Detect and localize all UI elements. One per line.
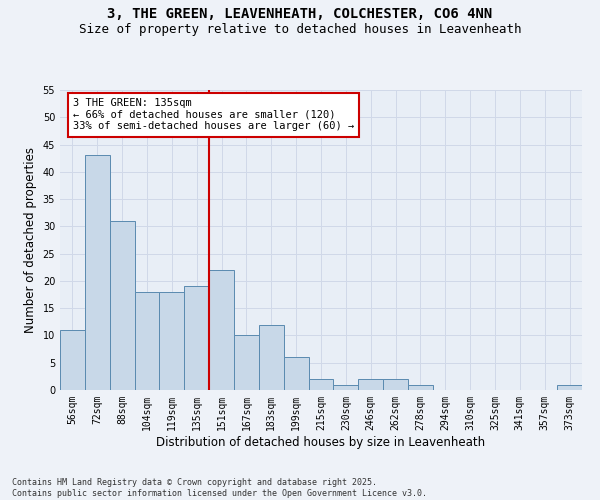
- Bar: [308, 379, 334, 390]
- Text: Contains HM Land Registry data © Crown copyright and database right 2025.
Contai: Contains HM Land Registry data © Crown c…: [12, 478, 427, 498]
- Text: 3, THE GREEN, LEAVENHEATH, COLCHESTER, CO6 4NN: 3, THE GREEN, LEAVENHEATH, COLCHESTER, C…: [107, 8, 493, 22]
- Bar: [134, 292, 160, 390]
- Text: Size of property relative to detached houses in Leavenheath: Size of property relative to detached ho…: [79, 22, 521, 36]
- Bar: [234, 336, 259, 390]
- Bar: [85, 156, 110, 390]
- Y-axis label: Number of detached properties: Number of detached properties: [24, 147, 37, 333]
- Bar: [60, 330, 85, 390]
- Bar: [383, 379, 408, 390]
- X-axis label: Distribution of detached houses by size in Leavenheath: Distribution of detached houses by size …: [157, 436, 485, 448]
- Bar: [408, 384, 433, 390]
- Bar: [334, 384, 358, 390]
- Bar: [358, 379, 383, 390]
- Bar: [259, 324, 284, 390]
- Bar: [160, 292, 184, 390]
- Text: 3 THE GREEN: 135sqm
← 66% of detached houses are smaller (120)
33% of semi-detac: 3 THE GREEN: 135sqm ← 66% of detached ho…: [73, 98, 354, 132]
- Bar: [110, 221, 134, 390]
- Bar: [184, 286, 209, 390]
- Bar: [284, 358, 308, 390]
- Bar: [209, 270, 234, 390]
- Bar: [557, 384, 582, 390]
